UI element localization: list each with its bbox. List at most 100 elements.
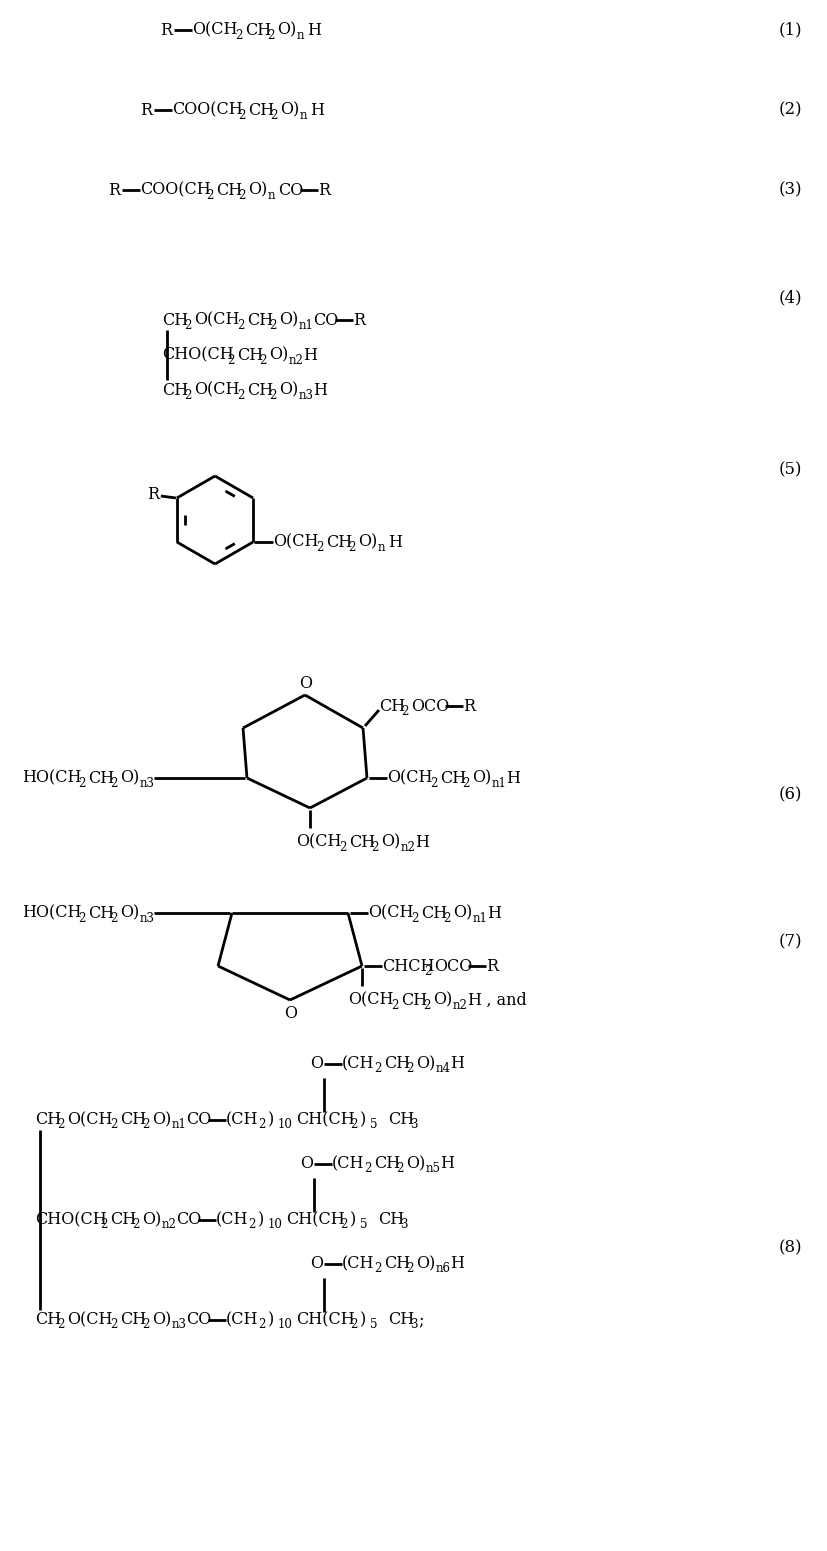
Text: CH: CH [216, 181, 242, 199]
Text: n: n [378, 540, 385, 554]
Text: 2: 2 [338, 841, 346, 853]
Text: ): ) [268, 1112, 274, 1129]
Text: (4): (4) [777, 290, 801, 307]
Text: CH: CH [378, 1211, 404, 1228]
Text: O): O) [277, 22, 296, 39]
Text: 2: 2 [266, 28, 274, 42]
Text: O): O) [152, 1312, 171, 1329]
Text: ): ) [258, 1211, 264, 1228]
Text: O(CH: O(CH [295, 833, 341, 850]
Text: n1: n1 [491, 777, 506, 789]
Text: (CH: (CH [332, 1155, 364, 1173]
Text: CH: CH [88, 769, 114, 786]
Text: (CH: (CH [216, 1211, 248, 1228]
Text: CH: CH [384, 1255, 409, 1272]
Text: , and: , and [471, 991, 526, 1008]
Text: O): O) [415, 1056, 435, 1072]
Text: 2: 2 [206, 189, 213, 202]
Text: COO(CH: COO(CH [140, 181, 211, 199]
Text: (CH: (CH [226, 1312, 258, 1329]
Text: 3: 3 [399, 1219, 407, 1231]
Text: CH: CH [35, 1112, 61, 1129]
Text: O): O) [279, 312, 298, 329]
Text: 2: 2 [258, 1318, 265, 1331]
Text: 3: 3 [409, 1118, 417, 1132]
Text: O): O) [452, 904, 471, 921]
Text: O: O [284, 1005, 297, 1022]
Text: 2: 2 [374, 1062, 381, 1075]
Text: 2: 2 [429, 777, 437, 789]
Text: H: H [313, 382, 327, 399]
Text: 2: 2 [248, 1219, 255, 1231]
Text: 2: 2 [184, 388, 191, 402]
Text: 2: 2 [390, 999, 398, 1011]
Text: H: H [303, 346, 317, 363]
Text: O(CH: O(CH [194, 312, 239, 329]
Text: n1: n1 [299, 318, 313, 332]
Text: CH: CH [120, 1112, 146, 1129]
Text: 2: 2 [400, 704, 408, 718]
Text: R: R [108, 181, 120, 199]
Text: n: n [299, 109, 307, 121]
Text: 2: 2 [405, 1263, 413, 1275]
Text: 2: 2 [131, 1219, 139, 1231]
Text: CH: CH [379, 698, 404, 715]
Text: CH: CH [384, 1056, 409, 1072]
Text: CH: CH [246, 312, 273, 329]
Text: 2: 2 [110, 1318, 117, 1331]
Text: 2: 2 [258, 1118, 265, 1132]
Text: ): ) [360, 1312, 366, 1329]
Text: (8): (8) [777, 1239, 801, 1256]
Text: O(CH: O(CH [67, 1312, 112, 1329]
Text: O: O [299, 1155, 313, 1173]
Text: ): ) [350, 1211, 356, 1228]
Text: O): O) [380, 833, 399, 850]
Text: O(CH: O(CH [367, 904, 413, 921]
Text: OCO: OCO [433, 957, 471, 974]
Text: CH: CH [400, 991, 427, 1008]
Text: R: R [485, 957, 498, 974]
Text: ): ) [268, 1312, 274, 1329]
Text: O): O) [471, 769, 490, 786]
Text: 5: 5 [370, 1318, 377, 1331]
Text: H: H [449, 1056, 463, 1072]
Text: CH: CH [120, 1312, 146, 1329]
Text: 2: 2 [110, 912, 117, 924]
Text: 5: 5 [360, 1219, 367, 1231]
Text: H: H [388, 534, 402, 551]
Text: CH: CH [237, 346, 263, 363]
Text: n2: n2 [289, 354, 304, 366]
Text: 2: 2 [423, 965, 431, 977]
Text: ): ) [360, 1112, 366, 1129]
Text: CH: CH [162, 382, 188, 399]
Text: CO: CO [278, 181, 303, 199]
Text: O): O) [141, 1211, 161, 1228]
Text: CO: CO [186, 1312, 211, 1329]
Text: 5: 5 [370, 1118, 377, 1132]
Text: 2: 2 [395, 1163, 403, 1176]
Text: 2: 2 [410, 912, 418, 924]
Text: (3): (3) [777, 181, 801, 199]
Text: 10: 10 [278, 1318, 293, 1331]
Text: 2: 2 [370, 841, 378, 853]
Text: O): O) [120, 769, 139, 786]
Text: CH: CH [248, 101, 274, 118]
Text: R: R [318, 181, 330, 199]
Text: 2: 2 [364, 1163, 371, 1176]
Text: 2: 2 [227, 354, 234, 366]
Text: COO(CH: COO(CH [172, 101, 242, 118]
Text: (CH: (CH [226, 1112, 258, 1129]
Text: CH(CH: CH(CH [285, 1211, 344, 1228]
Text: CH: CH [388, 1112, 414, 1129]
Text: H: H [309, 101, 323, 118]
Text: HO(CH: HO(CH [22, 769, 81, 786]
Text: 2: 2 [57, 1118, 65, 1132]
Text: 2: 2 [57, 1318, 65, 1331]
Text: 10: 10 [268, 1219, 283, 1231]
Text: n: n [297, 28, 304, 42]
Text: CH(CH: CH(CH [295, 1312, 354, 1329]
Text: CHCH: CHCH [381, 957, 434, 974]
Text: 2: 2 [237, 318, 244, 332]
Text: O): O) [120, 904, 139, 921]
Text: n5: n5 [425, 1163, 441, 1176]
